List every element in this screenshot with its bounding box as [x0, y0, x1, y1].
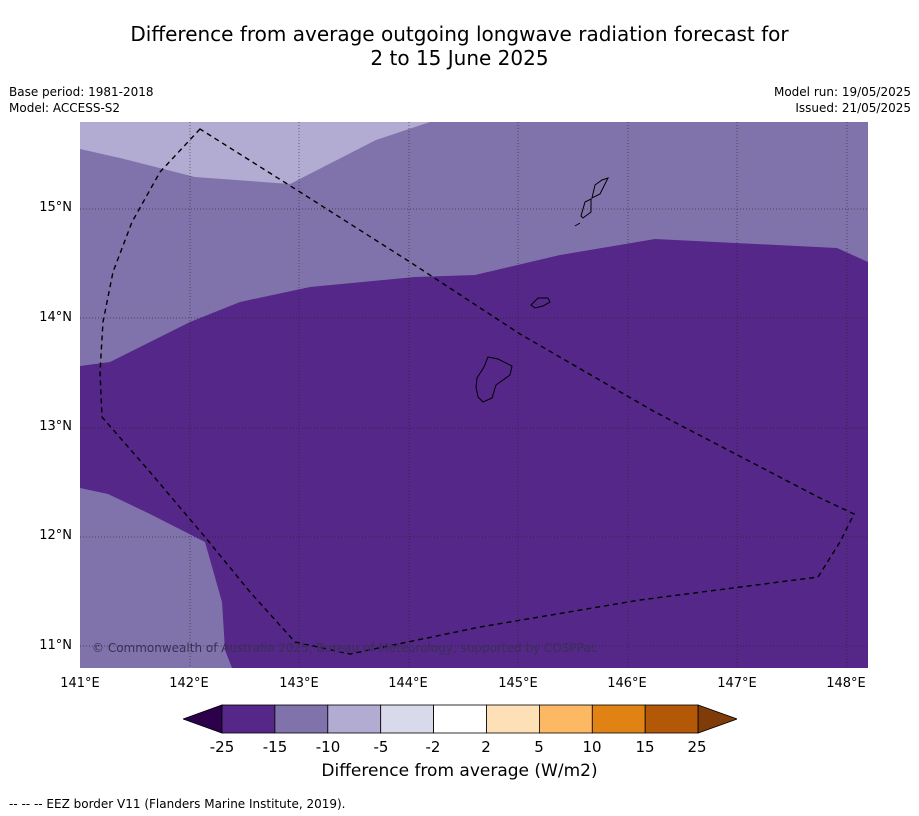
colorbar — [183, 704, 737, 734]
lon-label-141e: 141°E — [60, 676, 100, 691]
meta-right: Model run: 19/05/2025 Issued: 21/05/2025 — [774, 84, 911, 116]
colorbar-tick-minus25: -25 — [209, 738, 235, 756]
lat-label-14n: 14°N — [39, 310, 72, 325]
colorbar-tick-minus15: -15 — [262, 738, 288, 756]
colorbar-tick-minus2: -2 — [425, 738, 441, 756]
copyright-credit: © Commonwealth of Australia 2025, Bureau… — [92, 641, 598, 655]
colorbar-tick-10: 10 — [582, 738, 602, 756]
colorbar-label: Difference from average (W/m2) — [321, 761, 598, 781]
model-run: Model run: 19/05/2025 — [773, 85, 911, 99]
island-saipan — [591, 177, 609, 199]
colorbar-segment — [274, 704, 329, 734]
colorbar-segment — [644, 704, 699, 734]
eez-border — [99, 128, 855, 655]
anomaly-region-weak-north — [80, 122, 430, 184]
lat-label-11n: 11°N — [39, 638, 72, 653]
island-outlines — [475, 177, 609, 403]
island-guam — [475, 356, 513, 403]
lon-label-142e: 142°E — [169, 676, 209, 691]
model-name: Model: ACCESS-S2 — [9, 101, 121, 115]
island-tinian — [580, 198, 592, 219]
colorbar-tick-15: 15 — [635, 738, 655, 756]
lon-label-146e: 146°E — [607, 676, 647, 691]
eez-footnote: -- -- -- EEZ border V11 (Flanders Marine… — [9, 797, 346, 811]
gridlines — [80, 122, 868, 668]
map-title: Difference from average outgoing longwav… — [0, 22, 919, 70]
colorbar-extend-low — [183, 704, 223, 734]
colorbar-segment — [486, 704, 540, 734]
colorbar-tick-minus10: -10 — [315, 738, 341, 756]
anomaly-region-moderate-southwest — [80, 488, 232, 668]
colorbar-tick-minus5: -5 — [373, 738, 389, 756]
colorbar-segment — [591, 704, 646, 734]
lon-label-143e: 143°E — [279, 676, 319, 691]
island-aguijan — [574, 222, 581, 227]
colorbar-segment — [538, 704, 593, 734]
colorbar-segment — [221, 704, 276, 734]
colorbar-tick-2: 2 — [481, 738, 491, 756]
issued-date: Issued: 21/05/2025 — [795, 101, 911, 115]
lat-label-13n: 13°N — [39, 419, 72, 434]
lon-label-148e: 148°E — [826, 676, 866, 691]
colorbar-tick-5: 5 — [534, 738, 544, 756]
colorbar-tick-25: 25 — [687, 738, 707, 756]
lat-label-15n: 15°N — [39, 200, 72, 215]
colorbar-extend-high — [697, 704, 737, 734]
base-period: Base period: 1981-2018 — [9, 85, 154, 99]
lat-label-12n: 12°N — [39, 528, 72, 543]
colorbar-segment — [433, 704, 487, 734]
colorbar-segment — [380, 704, 434, 734]
meta-left: Base period: 1981-2018 Model: ACCESS-S2 — [9, 84, 154, 116]
lon-label-147e: 147°E — [717, 676, 757, 691]
title-line-1: Difference from average outgoing longwav… — [130, 22, 789, 46]
map-panel — [80, 122, 868, 668]
lon-label-145e: 145°E — [498, 676, 538, 691]
lon-label-144e: 144°E — [388, 676, 428, 691]
island-rota — [530, 297, 551, 309]
title-line-2: 2 to 15 June 2025 — [370, 46, 549, 70]
colorbar-segment — [327, 704, 382, 734]
